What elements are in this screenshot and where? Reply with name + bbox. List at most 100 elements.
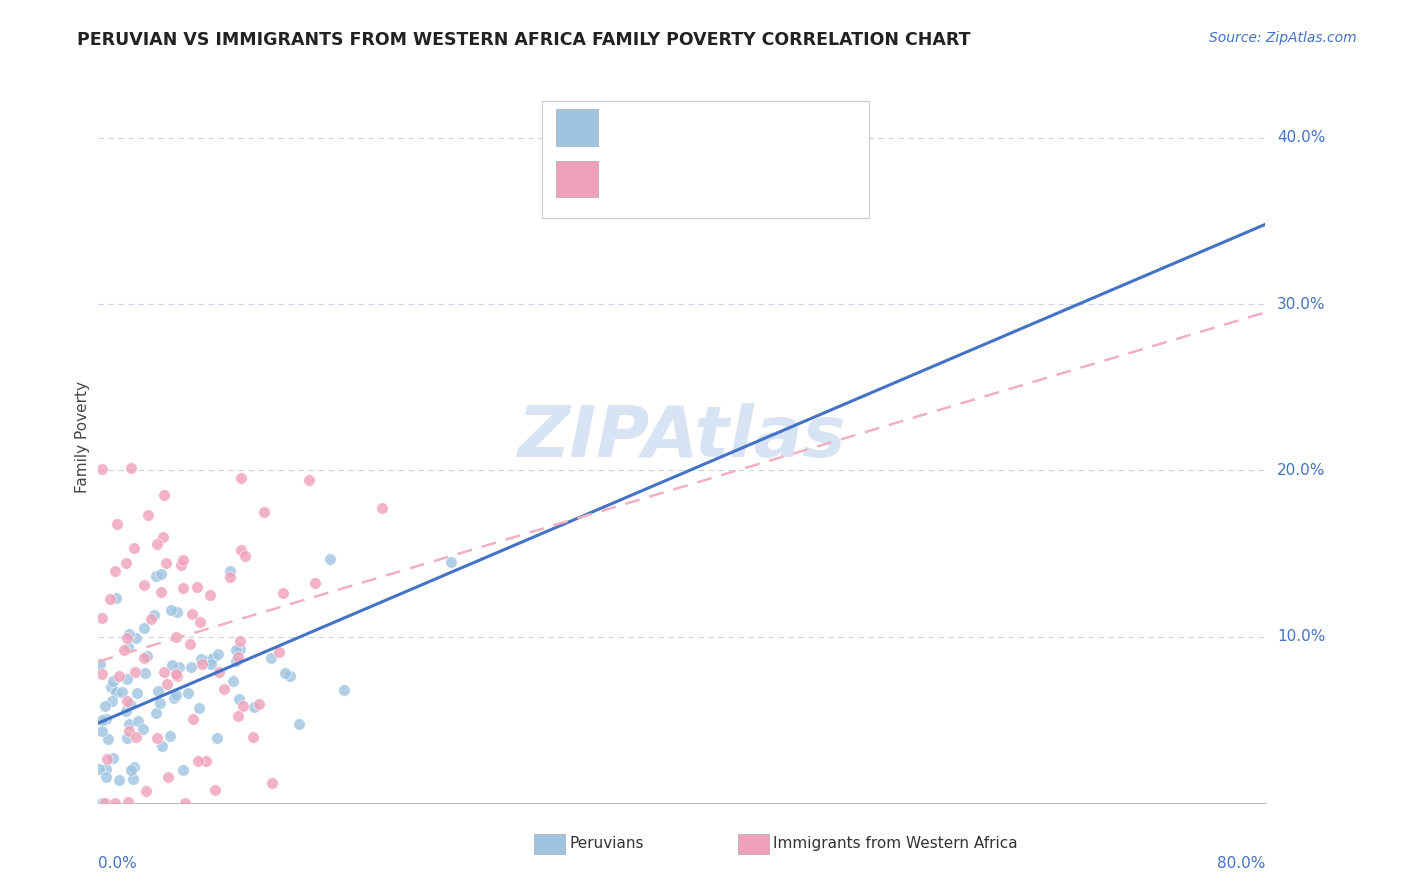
Point [149, 585, 172, 599]
Point [149, 697, 172, 711]
Point [117, 640, 139, 654]
Point [103, 564, 125, 578]
Point [172, 763, 194, 777]
Point [136, 648, 159, 663]
Point [101, 674, 124, 689]
Point [166, 668, 188, 682]
Point [166, 605, 188, 619]
Point [134, 666, 156, 681]
Text: Source: ZipAtlas.com: Source: ZipAtlas.com [1209, 31, 1357, 45]
Point [219, 570, 242, 584]
Point [105, 591, 128, 605]
Point [156, 770, 179, 784]
Point [173, 553, 195, 567]
Point [179, 637, 201, 651]
Point [117, 723, 139, 738]
Point [87, 762, 110, 776]
Point [198, 588, 221, 602]
Point [89, 657, 111, 671]
Point [267, 645, 290, 659]
Point [125, 730, 148, 744]
Point [132, 621, 155, 635]
Point [145, 569, 167, 583]
Text: PERUVIAN VS IMMIGRANTS FROM WESTERN AFRICA FAMILY POVERTY CORRELATION CHART: PERUVIAN VS IMMIGRANTS FROM WESTERN AFRI… [77, 31, 970, 49]
Point [122, 541, 145, 555]
Point [229, 634, 252, 648]
Point [100, 680, 122, 694]
Point [202, 650, 225, 665]
Point [127, 714, 149, 729]
Point [132, 650, 155, 665]
Point [90, 796, 112, 810]
Point [146, 537, 169, 551]
Point [112, 643, 135, 657]
Point [177, 686, 200, 700]
Point [96, 712, 118, 726]
Point [115, 556, 138, 570]
Point [260, 651, 283, 665]
Point [198, 653, 221, 667]
Point [225, 643, 247, 657]
Point [225, 655, 247, 669]
Point [200, 657, 222, 671]
Point [218, 565, 240, 579]
Point [117, 694, 139, 708]
Point [139, 612, 162, 626]
Point [118, 717, 141, 731]
Y-axis label: Family Poverty: Family Poverty [75, 381, 90, 493]
Point [94, 762, 117, 776]
Point [152, 665, 174, 680]
Point [160, 658, 183, 673]
Point [180, 607, 202, 621]
Point [90, 462, 112, 476]
Point [94, 796, 117, 810]
Text: 30.0%: 30.0% [1277, 297, 1326, 311]
Point [180, 660, 202, 674]
Point [122, 760, 145, 774]
Point [208, 665, 231, 680]
Point [136, 508, 159, 522]
Point [229, 642, 252, 657]
Point [186, 580, 208, 594]
Point [125, 631, 148, 645]
Point [103, 751, 125, 765]
Text: N = 70: N = 70 [747, 169, 808, 187]
Point [104, 796, 127, 810]
Point [150, 739, 173, 753]
Point [97, 732, 120, 747]
Point [207, 647, 229, 661]
Point [170, 558, 193, 572]
Point [150, 567, 173, 582]
Point [155, 556, 177, 570]
Point [122, 772, 145, 786]
Point [115, 631, 138, 645]
Point [118, 697, 141, 711]
Point [167, 659, 190, 673]
Point [205, 731, 228, 745]
Point [232, 699, 254, 714]
Text: N = 73: N = 73 [747, 118, 808, 136]
Text: Immigrants from Western Africa: Immigrants from Western Africa [773, 837, 1018, 851]
Text: 80.0%: 80.0% [1218, 856, 1265, 871]
Point [152, 530, 174, 544]
Point [145, 731, 167, 746]
Point [111, 684, 134, 698]
Point [181, 712, 204, 726]
FancyBboxPatch shape [555, 110, 598, 146]
Point [190, 652, 212, 666]
Point [319, 551, 342, 566]
Point [172, 581, 194, 595]
Point [233, 549, 256, 563]
Point [271, 586, 294, 600]
Point [127, 685, 149, 699]
Point [165, 631, 187, 645]
Point [91, 611, 114, 625]
Point [304, 575, 326, 590]
Point [160, 603, 183, 617]
Point [188, 701, 211, 715]
Point [94, 771, 117, 785]
Point [188, 615, 211, 629]
Point [146, 684, 169, 698]
Point [115, 731, 138, 746]
Point [135, 784, 157, 798]
